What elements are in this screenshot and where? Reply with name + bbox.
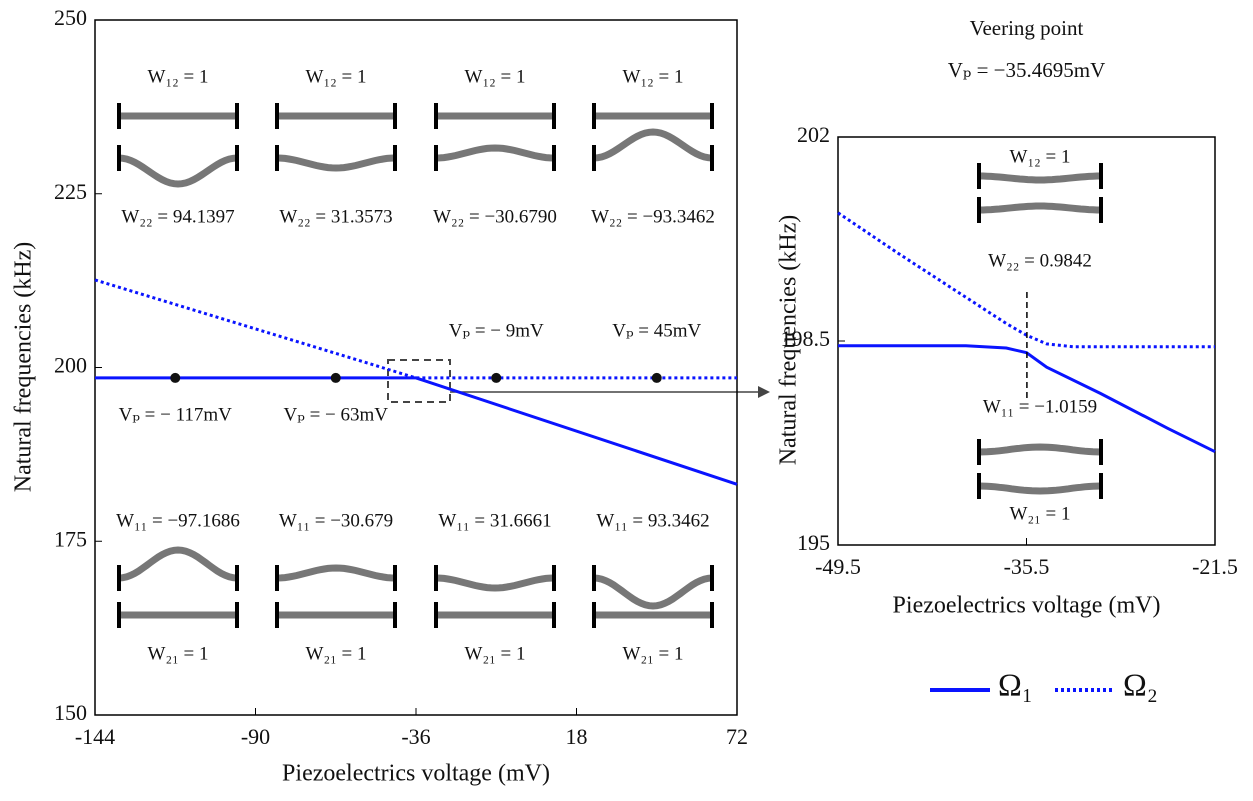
mode-beam bbox=[593, 574, 713, 610]
zoom-box bbox=[387, 359, 451, 403]
mode-label: W₁₂ = 1 bbox=[306, 66, 367, 87]
operating-point bbox=[491, 372, 502, 383]
mode-label: W₂₂ = −30.6790 bbox=[433, 206, 557, 227]
operating-point bbox=[330, 372, 341, 383]
mode-label: W₂₁ = 1 bbox=[148, 643, 209, 664]
y-tick-label: 202 bbox=[797, 122, 830, 147]
chart-title: Veering point bbox=[970, 16, 1084, 40]
mode-label: W₂₂ = −93.3462 bbox=[591, 206, 715, 227]
series-line bbox=[95, 376, 738, 486]
y-axis-label: Natural frequencies (kHz) bbox=[776, 215, 802, 466]
point-label: Vₚ = 45mV bbox=[612, 320, 701, 341]
mode-label: W₂₁ = 1 bbox=[306, 643, 367, 664]
y-tick-label: 250 bbox=[54, 5, 87, 30]
mode-label: W₁₁ = −97.1686 bbox=[116, 510, 240, 531]
mode-label: W₁₁ = 93.3462 bbox=[596, 510, 709, 531]
x-tick-label: 72 bbox=[726, 724, 748, 749]
plot-frame bbox=[94, 19, 738, 716]
x-tick-label: -21.5 bbox=[1192, 554, 1238, 579]
mode-beam bbox=[435, 144, 555, 162]
mode-label: W₂₁ = 1 bbox=[465, 643, 526, 664]
mode-beam bbox=[435, 574, 555, 592]
mode-beam bbox=[593, 128, 713, 162]
mode-label: W₂₂ = 31.3573 bbox=[279, 206, 392, 227]
point-label: Vₚ = − 117mV bbox=[119, 404, 233, 425]
mode-label: W₁₁ = 31.6661 bbox=[438, 510, 551, 531]
x-tick-label: 18 bbox=[566, 724, 588, 749]
x-tick-label: -144 bbox=[75, 724, 115, 749]
x-tick-label: -49.5 bbox=[815, 554, 861, 579]
series-line bbox=[837, 211, 1215, 349]
mode-beam bbox=[118, 546, 238, 582]
x-tick-label: -36 bbox=[401, 724, 430, 749]
mode-label: W₁₂ = 1 bbox=[623, 66, 684, 87]
plot-frame bbox=[837, 136, 1216, 546]
legend-label: Ω₁ bbox=[998, 666, 1033, 702]
mode-beam bbox=[979, 172, 1101, 184]
mode-label: W₁₂ = 1 bbox=[465, 66, 526, 87]
x-axis-label: Piezoelectrics voltage (mV) bbox=[282, 761, 550, 787]
y-tick-label: 200 bbox=[54, 353, 87, 378]
mode-label: W₁₂ = 1 bbox=[148, 66, 209, 87]
zoom-arrowhead bbox=[758, 386, 770, 398]
mode-beam bbox=[979, 202, 1101, 214]
operating-point bbox=[651, 372, 662, 383]
mode-label: W₂₂ = 94.1397 bbox=[121, 206, 234, 227]
mode-label: W₁₁ = −1.0159 bbox=[983, 396, 1097, 417]
mode-beam bbox=[978, 443, 1102, 456]
mode-beam bbox=[276, 564, 396, 582]
point-label: Vₚ = − 63mV bbox=[284, 404, 389, 425]
chart-subtitle: Vₚ = −35.4695mV bbox=[948, 58, 1106, 82]
mode-beam bbox=[978, 482, 1102, 495]
x-axis-label: Piezoelectrics voltage (mV) bbox=[893, 593, 1161, 619]
mode-label: W₁₁ = −30.679 bbox=[279, 510, 393, 531]
y-tick-label: 175 bbox=[54, 526, 87, 551]
operating-point bbox=[170, 372, 181, 383]
y-tick-label: 195 bbox=[797, 530, 830, 555]
mode-beam bbox=[276, 154, 396, 172]
mode-label: W₂₁ = 1 bbox=[623, 643, 684, 664]
y-tick-label: 198.5 bbox=[781, 326, 831, 351]
legend-label: Ω₂ bbox=[1123, 666, 1158, 702]
y-tick-label: 150 bbox=[54, 700, 87, 725]
mode-beam bbox=[118, 154, 238, 188]
mode-label: W₂₁ = 1 bbox=[1010, 503, 1071, 524]
x-tick-label: -35.5 bbox=[1004, 554, 1050, 579]
series-line bbox=[838, 344, 1216, 454]
y-axis-label: Natural frequencies (kHz) bbox=[11, 242, 37, 493]
point-label: Vₚ = − 9mV bbox=[449, 320, 544, 341]
mode-label: W₂₂ = 0.9842 bbox=[988, 250, 1092, 271]
y-tick-label: 225 bbox=[54, 179, 87, 204]
x-tick-label: -90 bbox=[241, 724, 270, 749]
mode-label: W₁₂ = 1 bbox=[1010, 146, 1071, 167]
